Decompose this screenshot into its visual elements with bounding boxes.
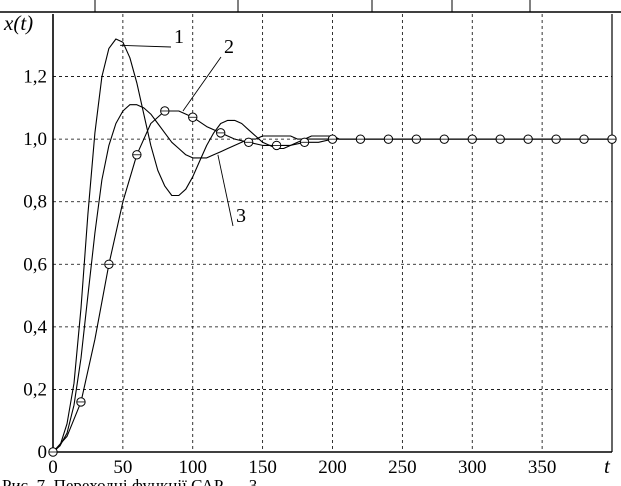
x-tick-label: 50 <box>113 457 132 478</box>
x-tick-label: 300 <box>458 457 487 478</box>
leader-2 <box>182 56 222 112</box>
y-tick-label: 0,6 <box>23 254 47 275</box>
curve-label-1: 1 <box>174 26 184 48</box>
y-tick-label: 0,2 <box>23 379 47 400</box>
y-tick-label: 1,2 <box>23 67 47 88</box>
x-tick-label: 0 <box>48 457 58 478</box>
markers-group <box>48 106 617 457</box>
curves-group <box>52 38 612 453</box>
y-tick-label: 0,8 <box>23 192 47 213</box>
y-tick-label: 0 <box>38 442 48 463</box>
leader-3 <box>217 154 234 227</box>
figure-caption: Рис. 7. Переходні функції САР — 3 <box>2 476 257 486</box>
curve-label-leaders <box>120 44 234 227</box>
x-tick-label: 250 <box>388 457 417 478</box>
leader-1 <box>120 44 172 48</box>
table-strip <box>0 0 621 13</box>
curve-label-3: 3 <box>236 205 246 227</box>
curve-3 <box>52 104 612 453</box>
x-tick-label: 200 <box>318 457 347 478</box>
y-axis-label: x(t) <box>3 11 33 35</box>
y-tick-label: 1,0 <box>23 129 47 150</box>
plot-frame <box>52 14 613 453</box>
curve-label-2: 2 <box>224 36 234 58</box>
x-tick-label: 350 <box>528 457 557 478</box>
labels-group: 1 2 3 0 0,2 0,4 0,6 0,8 1,0 1,2 0 50 100 150 200 250 300… <box>23 26 556 478</box>
x-tick-label: 150 <box>248 457 277 478</box>
x-axis-label: t <box>604 454 611 478</box>
grid-lines <box>53 14 612 452</box>
y-tick-label: 0,4 <box>23 317 47 338</box>
x-tick-label: 100 <box>179 457 208 478</box>
